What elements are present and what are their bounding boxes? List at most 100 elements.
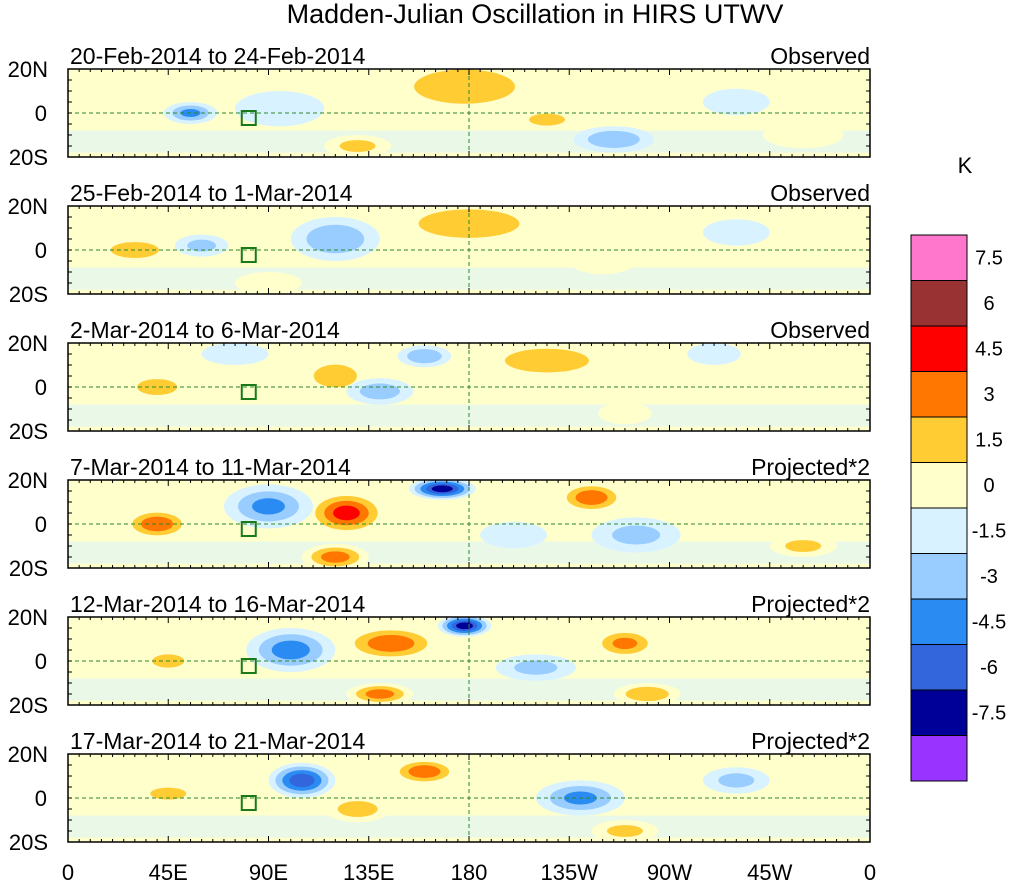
anomaly-contour: [408, 765, 441, 778]
anomaly-contour: [235, 91, 325, 127]
colorbar-labels: 7.5 6 4.5 3 1.5 0 -1.5 -3 -4.5 -6 -7.5: [972, 248, 1006, 725]
anomaly-contour: [321, 551, 350, 563]
region-box: [240, 247, 257, 263]
y-tick-label: 20S: [9, 145, 48, 170]
anomaly-contour: [598, 402, 652, 425]
colorbar-label: 3: [983, 384, 994, 406]
anomaly-contour: [137, 379, 178, 395]
colorbar-label: 4.5: [975, 339, 1003, 361]
panel-dates: 25-Feb-2014 to 1-Mar-2014: [70, 180, 353, 206]
y-tick-label: 0: [35, 238, 47, 263]
anomaly-contour: [141, 516, 174, 532]
colorbar-label: -4.5: [972, 612, 1006, 634]
y-tick-label: 0: [35, 375, 47, 400]
colorbar-swatch: [910, 507, 968, 554]
colorbar-units: K: [958, 153, 973, 178]
colorbar-swatch: [910, 234, 968, 281]
anomaly-contour: [337, 801, 378, 817]
colorbar-label: 7.5: [975, 248, 1003, 270]
anomaly-contour: [606, 825, 643, 837]
anomaly-contour: [367, 634, 415, 652]
panel-6: 20N 0 20S 17-Mar-2014 to 21-Mar-2014 Project…: [8, 728, 871, 855]
anomaly-contour: [687, 343, 741, 365]
y-tick-label: 20N: [8, 194, 48, 219]
anomaly-contour: [339, 140, 376, 152]
anomaly-contour: [431, 485, 453, 493]
x-tick-label: 135E: [343, 860, 394, 885]
colorbar-label: 0: [983, 475, 994, 497]
panel-dates: 17-Mar-2014 to 21-Mar-2014: [70, 728, 366, 754]
anomaly-contour: [333, 505, 360, 521]
panel-label: Observed: [770, 317, 870, 343]
colorbar-swatch: [910, 689, 968, 736]
anomaly-field: [68, 206, 870, 294]
y-tick-label: 20N: [8, 331, 48, 356]
region-box: [240, 110, 257, 126]
colorbar-swatch: [910, 553, 968, 600]
region-box: [240, 795, 257, 811]
anomaly-field: [68, 480, 870, 568]
region-box: [240, 384, 257, 400]
anomaly-contour: [702, 88, 770, 116]
anomaly-contour: [504, 348, 589, 373]
x-tick-label: 0: [864, 860, 876, 885]
x-tick-label: 45W: [747, 860, 792, 885]
colorbar-swatch: [910, 371, 968, 418]
y-tick-label: 0: [35, 512, 47, 537]
panel-dates: 7-Mar-2014 to 11-Mar-2014: [70, 454, 351, 480]
anomaly-field: [68, 754, 870, 842]
y-tick-label: 0: [35, 786, 47, 811]
panel-4: 20N 0 20S 7-Mar-2014 to 11-Mar-2014 Projecte…: [8, 454, 871, 581]
panel-dates: 12-Mar-2014 to 16-Mar-2014: [70, 591, 366, 617]
x-tick-label: 90W: [647, 860, 692, 885]
anomaly-contour: [480, 521, 547, 549]
colorbar-swatch: [910, 644, 968, 691]
panels: 20N 0 20S 20-Feb-2014 to 24-Feb-2014 Observe…: [8, 43, 871, 855]
anomaly-contour: [587, 130, 640, 148]
region-box: [240, 521, 257, 537]
anomaly-contour: [407, 349, 442, 364]
colorbar-boxes: [910, 234, 968, 782]
panel-label: Observed: [770, 180, 870, 206]
anomaly-contour: [625, 686, 669, 702]
y-tick-label: 20S: [9, 830, 48, 855]
colorbar: K 7.5 6 4.5 3 1.5 0 -1.5 -3 -4.5 -6 -7.5: [910, 153, 1006, 782]
colorbar-label: 6: [983, 293, 994, 315]
anomaly-contour: [235, 272, 302, 294]
colorbar-swatch: [910, 325, 968, 372]
panel-5: 20N 0 20S 12-Mar-2014 to 16-Mar-2014 Project…: [8, 591, 871, 718]
panel-label: Projected*2: [751, 728, 870, 754]
anomaly-contour: [785, 540, 822, 552]
y-tick-label: 20S: [9, 693, 48, 718]
y-tick-label: 20S: [9, 556, 48, 581]
panel-label: Projected*2: [751, 454, 870, 480]
colorbar-swatch: [910, 735, 968, 782]
chart-title: Madden-Julian Oscillation in HIRS UTWV: [287, 0, 784, 29]
y-tick-label: 20N: [8, 605, 48, 630]
colorbar-label: -1.5: [972, 521, 1006, 543]
anomaly-contour: [365, 689, 395, 699]
x-axis: 0 45E 90E 135E 180 135W 90W 45W 0: [62, 860, 876, 885]
anomaly-contour: [252, 498, 285, 515]
colorbar-swatch: [910, 280, 968, 327]
anomaly-contour: [528, 113, 565, 126]
y-tick-label: 20N: [8, 57, 48, 82]
x-tick-label: 135W: [541, 860, 599, 885]
anomaly-contour: [271, 640, 310, 660]
x-tick-label: 0: [62, 860, 74, 885]
y-tick-label: 0: [35, 101, 47, 126]
anomaly-field: [68, 69, 870, 157]
anomaly-contour: [150, 787, 187, 800]
anomaly-contour: [763, 121, 844, 149]
y-tick-label: 20S: [9, 419, 48, 444]
y-tick-label: 0: [35, 649, 47, 674]
anomaly-contour: [289, 773, 315, 788]
anomaly-contour: [569, 247, 637, 275]
colorbar-label: 1.5: [975, 430, 1003, 452]
y-tick-label: 20N: [8, 742, 48, 767]
anomaly-contour: [702, 219, 770, 246]
x-tick-label: 90E: [249, 860, 288, 885]
anomaly-contour: [514, 660, 558, 675]
anomaly-contour: [612, 525, 661, 545]
